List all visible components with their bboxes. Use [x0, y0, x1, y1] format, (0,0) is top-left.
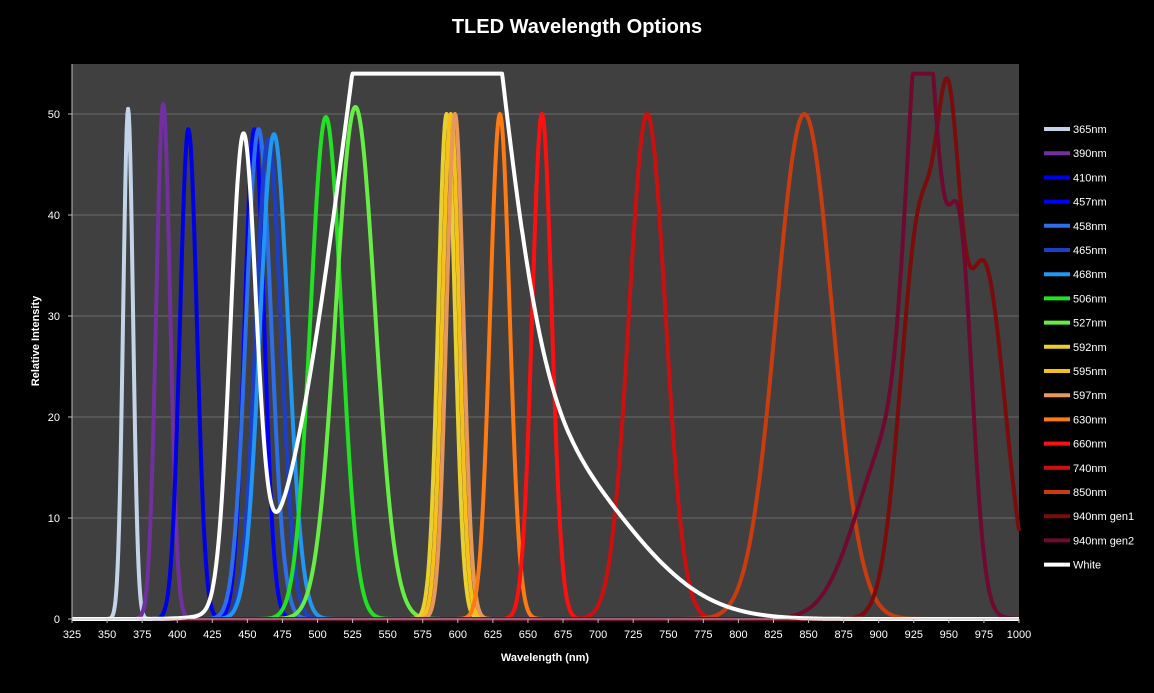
legend-label: 506nm [1073, 293, 1107, 305]
legend: 365nm 390nm 410nm 457nm 458nm 465nm 468nm 506nm… [1044, 124, 1134, 572]
x-tick-label-825: 825 [764, 629, 782, 641]
legend-item-630nm: 630nm [1044, 414, 1107, 426]
legend-item-465nm: 465nm [1044, 245, 1107, 257]
x-tick-label-350: 350 [98, 629, 116, 641]
x-tick-label-850: 850 [799, 629, 817, 641]
legend-item-592nm: 592nm [1044, 342, 1107, 354]
legend-item-506nm: 506nm [1044, 293, 1107, 305]
legend-label: 365nm [1073, 124, 1107, 136]
x-tick-label-400: 400 [168, 629, 186, 641]
x-tick-label-325: 325 [63, 629, 81, 641]
legend-label: 457nm [1073, 197, 1107, 209]
y-tick-label-20: 20 [48, 412, 60, 424]
y-tick-label-10: 10 [48, 513, 60, 525]
legend-label: 468nm [1073, 269, 1107, 281]
legend-item-White: White [1044, 560, 1101, 572]
legend-item-390nm: 390nm [1044, 148, 1107, 160]
y-tick-label-30: 30 [48, 311, 60, 323]
x-tick-label-900: 900 [870, 629, 888, 641]
legend-item-595nm: 595nm [1044, 366, 1107, 378]
x-tick-label-975: 975 [975, 629, 993, 641]
legend-label: 390nm [1073, 148, 1107, 160]
x-tick-label-700: 700 [589, 629, 607, 641]
legend-item-468nm: 468nm [1044, 269, 1107, 281]
legend-label: 630nm [1073, 414, 1107, 426]
x-tick-label-725: 725 [624, 629, 642, 641]
x-tick-label-450: 450 [238, 629, 256, 641]
legend-item-527nm: 527nm [1044, 318, 1107, 330]
legend-label: 410nm [1073, 172, 1107, 184]
y-tick-label-50: 50 [48, 109, 60, 121]
axes: 325 350 375 400 425 450 475 500 525 550 575 600 625 6… [48, 64, 1031, 641]
legend-item-457nm: 457nm [1044, 197, 1107, 209]
x-tick-label-750: 750 [659, 629, 677, 641]
legend-label: 940nm gen2 [1073, 535, 1134, 547]
x-tick-label-625: 625 [484, 629, 502, 641]
legend-label: 458nm [1073, 221, 1107, 233]
x-tick-label-600: 600 [449, 629, 467, 641]
x-tick-label-800: 800 [729, 629, 747, 641]
x-tick-label-525: 525 [343, 629, 361, 641]
y-tick-label-0: 0 [54, 614, 60, 626]
legend-label: 592nm [1073, 342, 1107, 354]
x-axis-label: Wavelength (nm) [501, 652, 590, 664]
legend-label: 527nm [1073, 318, 1107, 330]
legend-label: 660nm [1073, 439, 1107, 451]
legend-label: 465nm [1073, 245, 1107, 257]
legend-label: 940nm gen1 [1073, 511, 1134, 523]
legend-label: 595nm [1073, 366, 1107, 378]
chart-title: TLED Wavelength Options [452, 16, 702, 38]
x-tick-label-650: 650 [519, 629, 537, 641]
x-tick-label-675: 675 [554, 629, 572, 641]
x-tick-label-475: 475 [273, 629, 291, 641]
legend-item-850nm: 850nm [1044, 487, 1107, 499]
x-tick-label-500: 500 [308, 629, 326, 641]
legend-item-940nm-gen2: 940nm gen2 [1044, 535, 1134, 547]
x-tick-label-375: 375 [133, 629, 151, 641]
x-tick-label-775: 775 [694, 629, 712, 641]
legend-item-940nm-gen1: 940nm gen1 [1044, 511, 1134, 523]
y-tick-label-40: 40 [48, 210, 60, 222]
legend-item-410nm: 410nm [1044, 172, 1107, 184]
legend-item-660nm: 660nm [1044, 439, 1107, 451]
legend-item-365nm: 365nm [1044, 124, 1107, 136]
legend-label: 597nm [1073, 390, 1107, 402]
x-tick-label-575: 575 [414, 629, 432, 641]
x-tick-label-550: 550 [378, 629, 396, 641]
x-tick-label-950: 950 [940, 629, 958, 641]
legend-item-597nm: 597nm [1044, 390, 1107, 402]
x-tick-label-425: 425 [203, 629, 221, 641]
y-axis-label: Relative Intensity [30, 295, 42, 386]
x-tick-label-925: 925 [905, 629, 923, 641]
x-tick-label-1000: 1000 [1007, 629, 1031, 641]
legend-label: 850nm [1073, 487, 1107, 499]
legend-item-740nm: 740nm [1044, 463, 1107, 475]
x-tick-label-875: 875 [834, 629, 852, 641]
legend-label: White [1073, 560, 1101, 572]
legend-label: 740nm [1073, 463, 1107, 475]
legend-item-458nm: 458nm [1044, 221, 1107, 233]
